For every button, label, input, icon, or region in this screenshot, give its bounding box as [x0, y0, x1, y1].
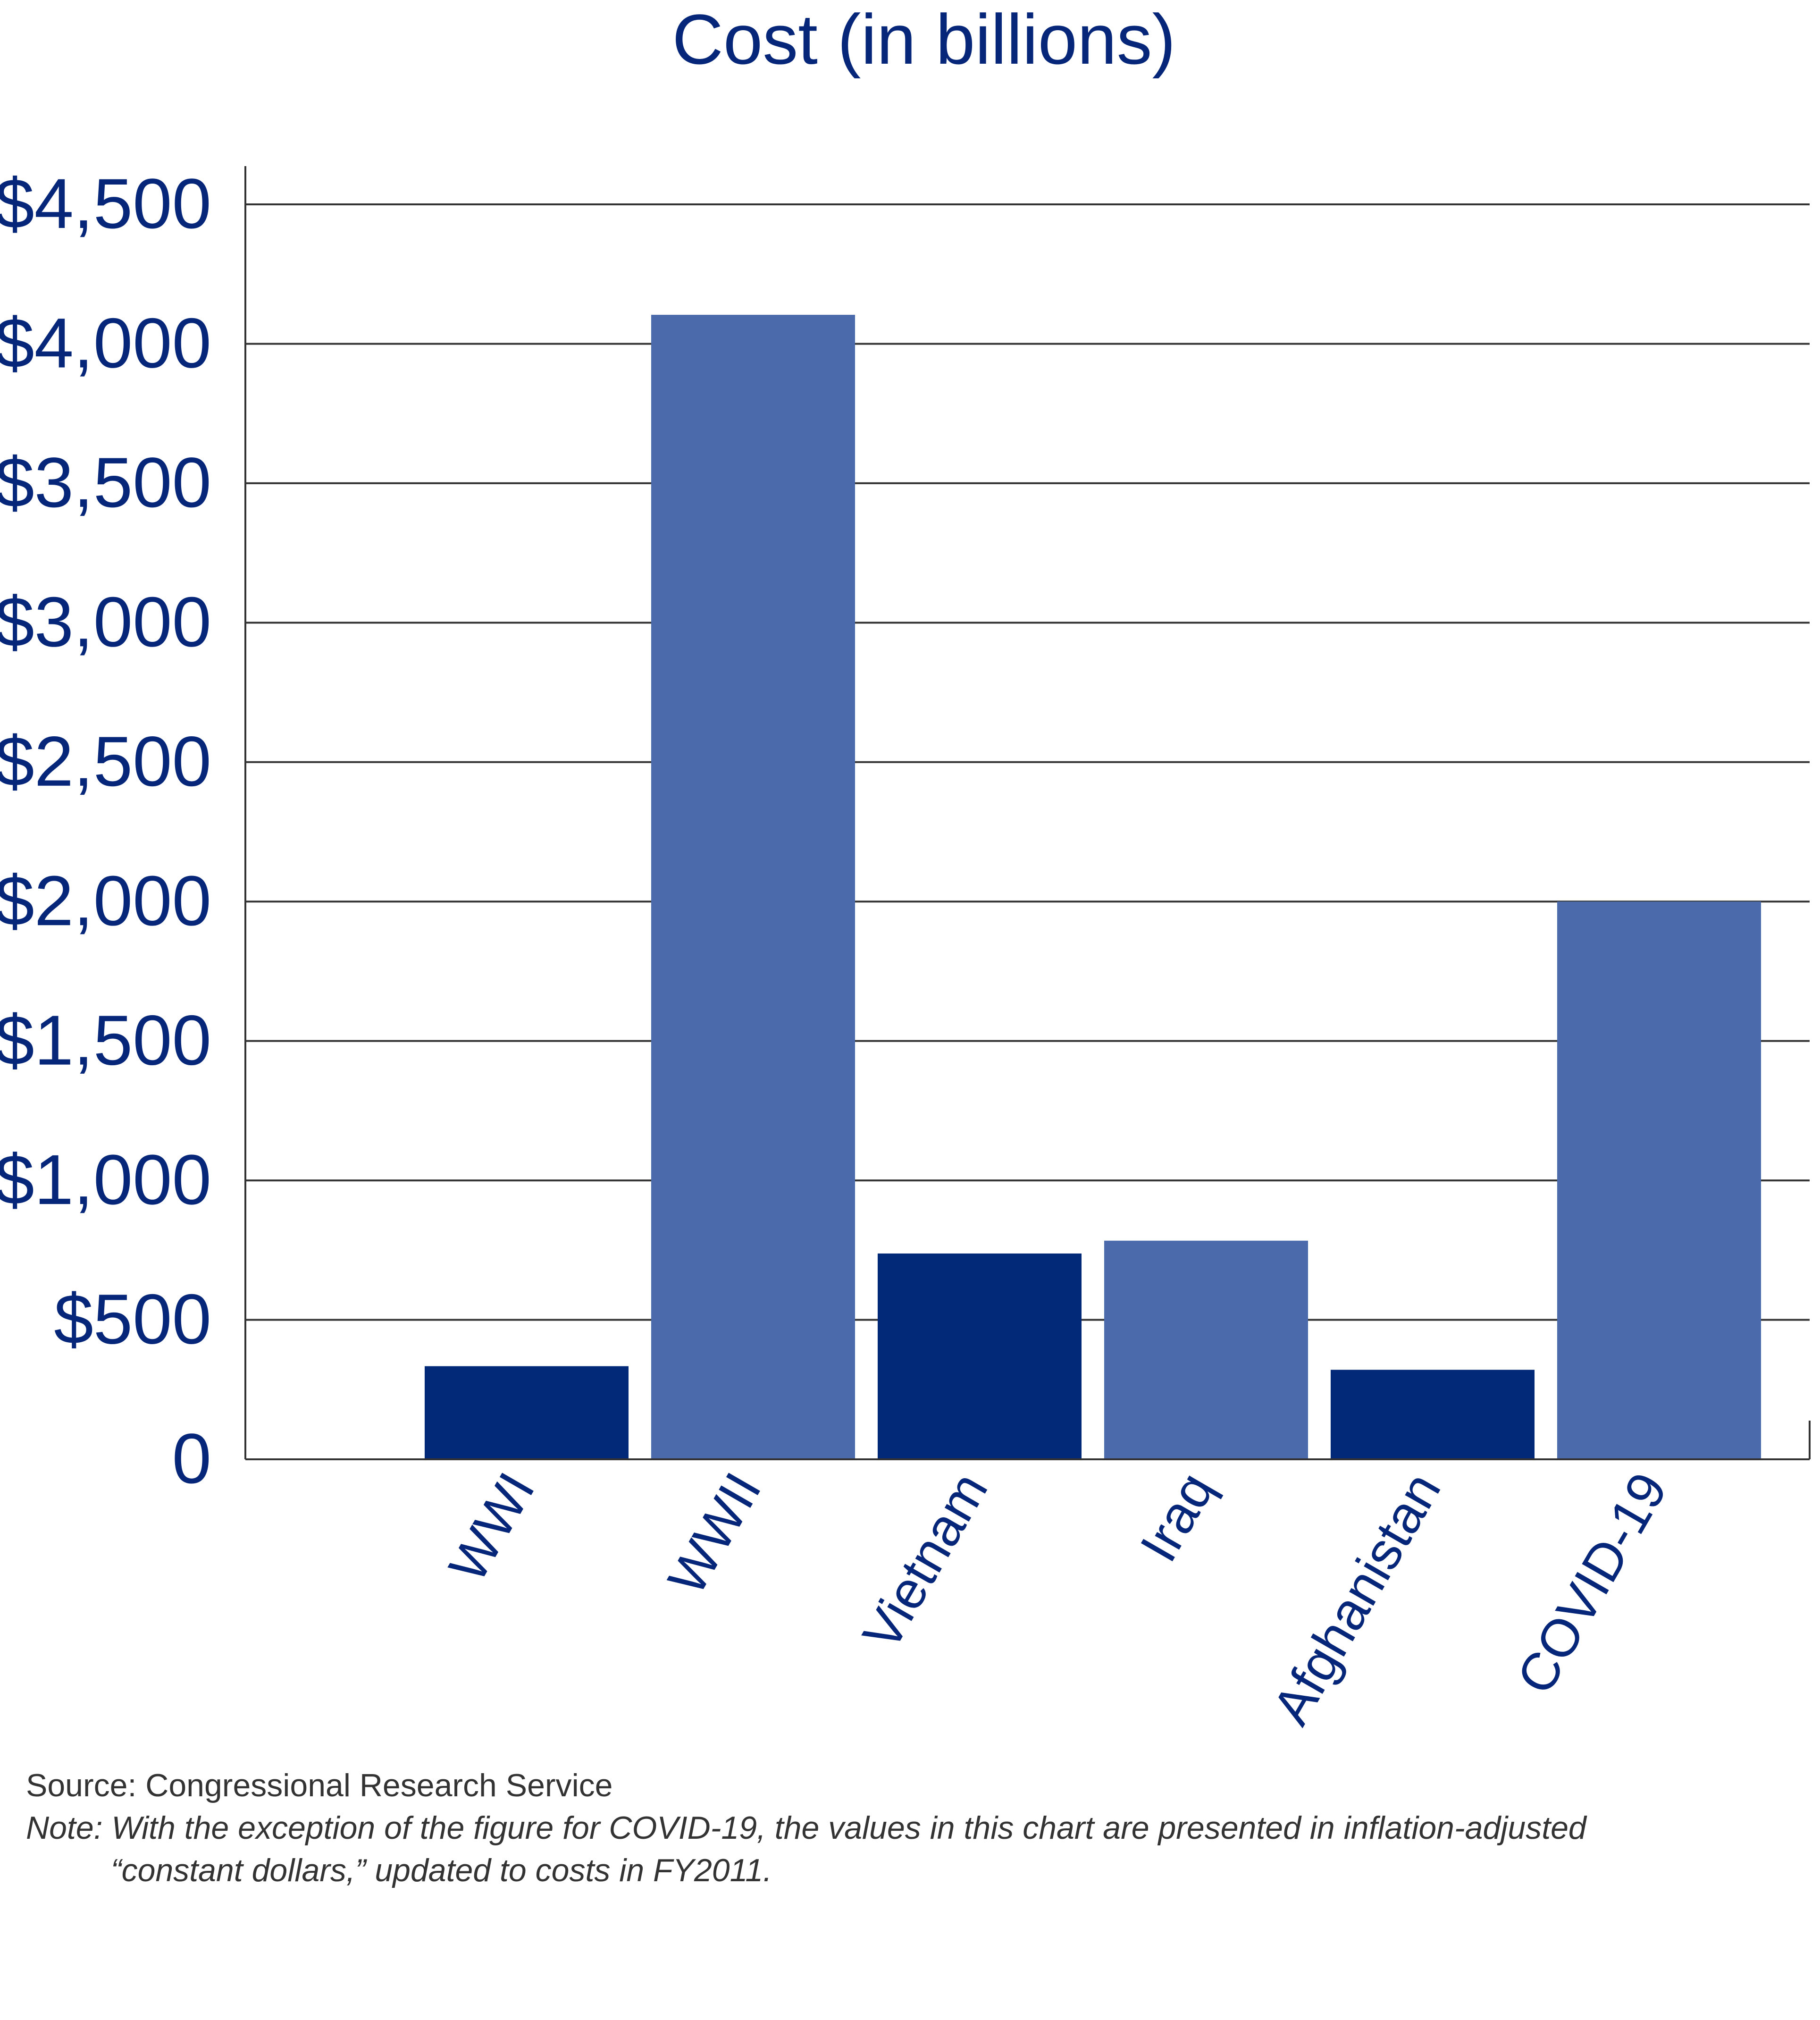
gridlines	[245, 203, 1810, 1321]
bar-wwi	[425, 1366, 629, 1459]
y-tick-label: $3,500	[0, 443, 211, 522]
bar-covid-19	[1557, 901, 1761, 1459]
x-axis-tick-labels: WWI WWII Vietnam Iraq Afghanistan COVID-19	[437, 1463, 1678, 1734]
x-tick-label: COVID-19	[1505, 1463, 1678, 1704]
y-tick-label: 0	[172, 1419, 211, 1498]
bar-wwii	[651, 314, 855, 1460]
y-tick-label: $4,500	[0, 164, 211, 243]
x-tick-label: WWI	[437, 1463, 546, 1592]
y-axis-tick-labels: 0 $500 $1,000 $1,500 $2,000 $2,500 $3,000 $3,50…	[0, 164, 211, 1498]
y-tick-label: $1,000	[0, 1140, 211, 1219]
x-tick-label: WWII	[657, 1463, 772, 1604]
note-text: Note: With the exception of the figure f…	[26, 1810, 1586, 1846]
y-tick-label: $3,000	[0, 582, 211, 661]
x-tick-label: Iraq	[1129, 1463, 1225, 1572]
x-tick-label: Vietnam	[851, 1463, 999, 1660]
bars	[425, 314, 1761, 1460]
axes	[244, 166, 1811, 1460]
y-tick-label: $4,000	[0, 303, 211, 382]
y-tick-label: $2,000	[0, 861, 211, 940]
y-tick-label: $1,500	[0, 1001, 211, 1080]
chart-title: Cost (in billions)	[672, 0, 1176, 79]
y-tick-label: $500	[54, 1279, 211, 1359]
bar-iraq	[1104, 1240, 1308, 1459]
chart-footer: Source: Congressional Research Service N…	[26, 1764, 1772, 1892]
bar-afghanistan	[1331, 1370, 1535, 1459]
x-tick-label: Afghanistan	[1261, 1463, 1452, 1734]
note-text-continued: “constant dollars,” updated to costs in …	[111, 1852, 772, 1888]
bar-vietnam	[878, 1253, 1082, 1459]
source-text: Source: Congressional Research Service	[26, 1768, 613, 1803]
y-tick-label: $2,500	[0, 722, 211, 801]
